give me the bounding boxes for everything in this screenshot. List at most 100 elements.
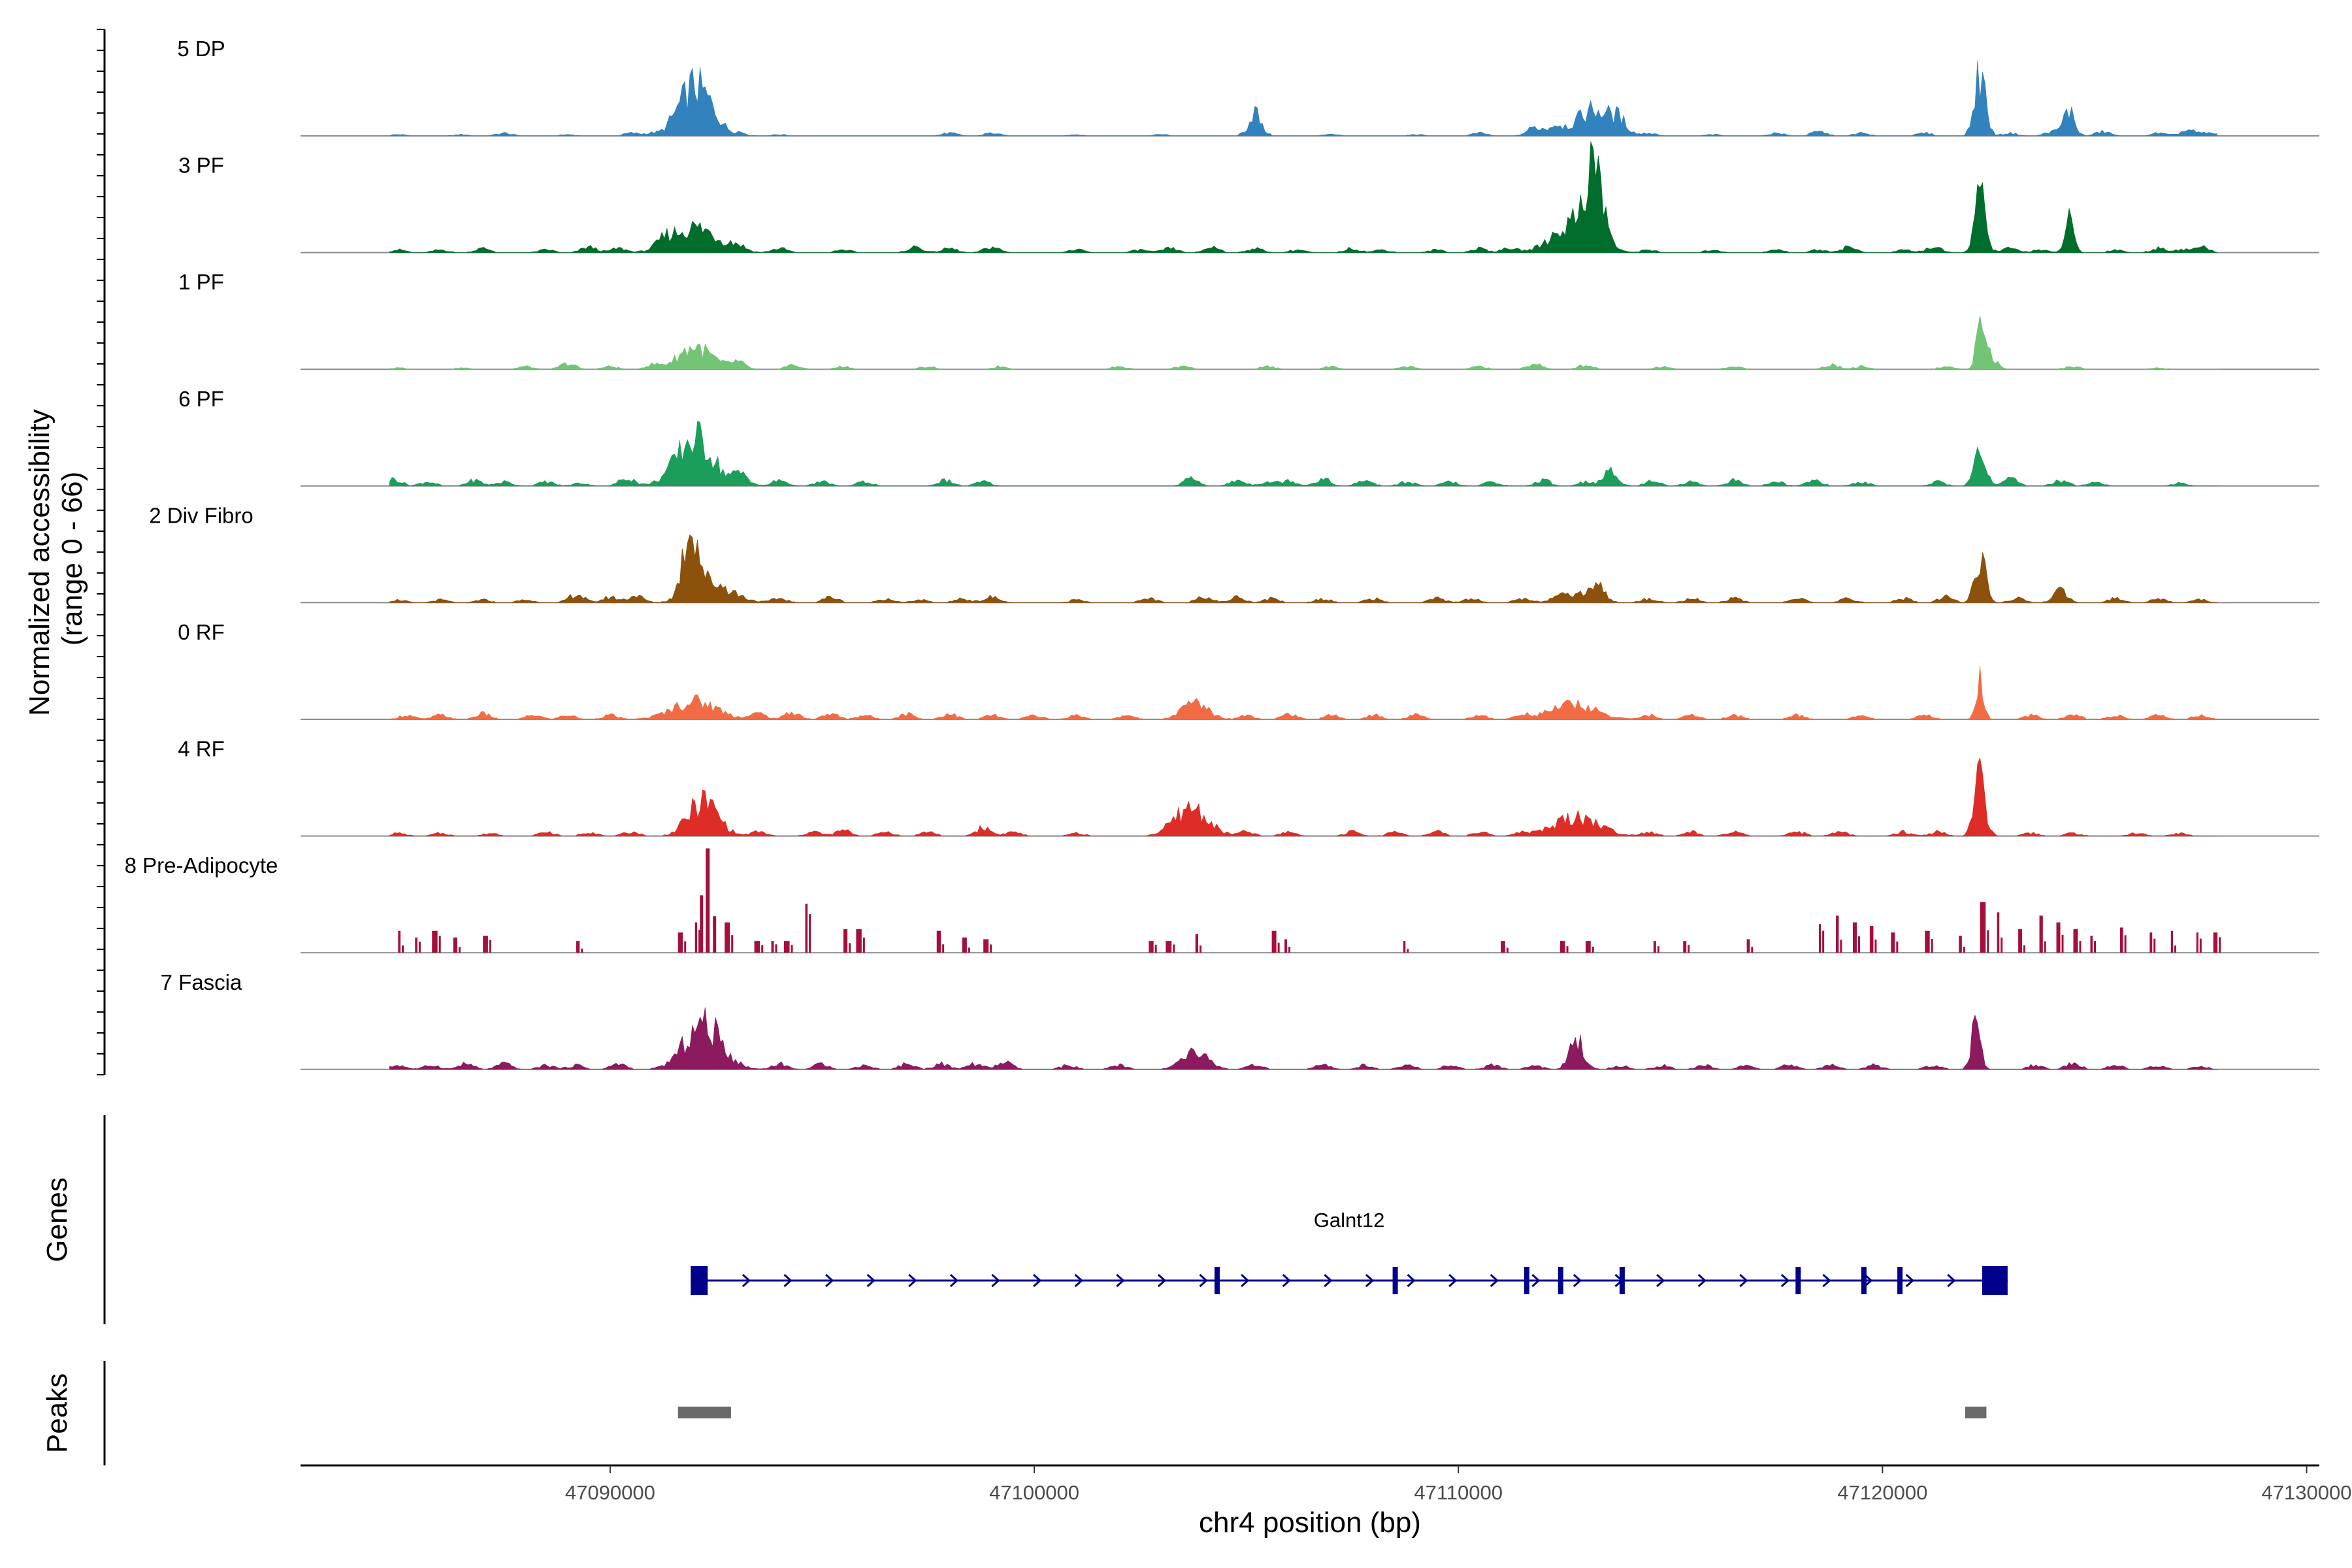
gene-exon <box>1897 1267 1903 1294</box>
track-label: 3 PF <box>178 154 224 178</box>
peak-region <box>1965 1407 1987 1418</box>
coverage-bar <box>2153 938 2156 953</box>
x-tick-label: 47130000 <box>2262 1481 2352 1504</box>
coverage-area <box>389 60 2218 137</box>
coverage-bar <box>1154 944 1157 953</box>
coverage-bar <box>2149 932 2153 953</box>
coverage-bar <box>2056 922 2061 953</box>
coverage-bar <box>438 936 441 953</box>
x-tick-label: 47120000 <box>1837 1481 1927 1504</box>
coverage-bar <box>2061 934 2064 953</box>
coverage-bar <box>1173 944 1175 953</box>
coverage-bar <box>483 936 488 953</box>
track-6-pf: 6 PF <box>178 387 2319 487</box>
coverage-bar <box>1980 902 1986 953</box>
y-axis-title-line1: Normalized accessibility <box>24 409 56 715</box>
coverage-bar <box>2039 915 2043 953</box>
coverage-bar <box>1818 924 1821 953</box>
gene-galnt12: Galnt12 <box>691 1209 2008 1295</box>
coverage-bar <box>2023 945 2025 953</box>
genes-track-label: Genes <box>41 1177 73 1262</box>
coverage-bar <box>1959 936 1962 953</box>
coverage-bar <box>1746 939 1750 953</box>
coverage-bar <box>775 944 777 953</box>
gene-strand-arrow <box>1490 1273 1499 1288</box>
coverage-bar <box>418 941 421 953</box>
coverage-bar <box>2199 938 2202 953</box>
gene-strand-arrow <box>1656 1273 1665 1288</box>
coverage-bar <box>1852 922 1857 953</box>
track-label: 1 PF <box>178 270 224 294</box>
coverage-bar <box>678 932 683 953</box>
coverage-bar <box>432 930 438 953</box>
coverage-bar <box>489 939 491 953</box>
coverage-bar <box>2094 941 2097 953</box>
coverage-bar <box>791 945 793 953</box>
coverage-area <box>389 534 2218 603</box>
track-8-pre-adipocyte: 8 Pre-Adipocyte <box>125 848 2319 954</box>
coverage-bar <box>1200 945 1202 953</box>
coverage-bar <box>581 948 583 953</box>
gene-strand-arrow <box>991 1273 1000 1288</box>
coverage-bar <box>2219 937 2221 953</box>
gene-strand-arrow <box>1448 1273 1458 1288</box>
gene-exon <box>1558 1267 1563 1294</box>
coverage-bar <box>1149 941 1154 953</box>
gene-strand-arrow <box>1864 1273 1873 1288</box>
x-tick-label: 47090000 <box>565 1481 655 1504</box>
coverage-area <box>389 757 2218 836</box>
coverage-bar <box>398 930 401 953</box>
track-2-div-fibro: 2 Div Fibro <box>149 503 2319 604</box>
track-1-pf: 1 PF <box>178 270 2319 370</box>
y-axis-title: Normalized accessibility (range 0 - 66) <box>24 401 88 716</box>
coverage-bar <box>1840 939 1842 953</box>
coverage-bar <box>1277 942 1280 953</box>
gene-exon <box>1982 1266 2008 1295</box>
x-tick-label: 47100000 <box>989 1481 1079 1504</box>
gene-strand-arrow <box>1033 1273 1042 1288</box>
gene-strand-arrow <box>783 1273 792 1288</box>
gene-exon <box>691 1266 708 1295</box>
coverage-bar <box>1284 939 1288 953</box>
track-7-fascia: 7 Fascia <box>161 970 2319 1070</box>
track-label: 0 RF <box>178 620 225 644</box>
coverage-bar <box>2196 932 2198 953</box>
gene-strand-arrow <box>1947 1273 1956 1288</box>
coverage-bar <box>1560 941 1565 953</box>
gene-exon <box>1214 1267 1220 1294</box>
gene-strand-arrow <box>1365 1273 1375 1288</box>
coverage-bar <box>1997 912 2000 953</box>
track-label: 7 Fascia <box>161 970 242 994</box>
coverage-bar <box>2079 941 2082 953</box>
coverage-bar <box>1501 941 1505 953</box>
track-label: 8 Pre-Adipocyte <box>125 853 278 877</box>
coverage-bar <box>1931 938 1933 953</box>
x-axis-title: chr4 position (bp) <box>1199 1507 1421 1539</box>
coverage-bar <box>2073 929 2078 953</box>
gene-strand-arrow <box>1739 1273 1748 1288</box>
track-label: 2 Div Fibro <box>149 503 253 527</box>
coverage-bar <box>1688 945 1690 953</box>
coverage-bar <box>694 922 698 953</box>
coverage-bar <box>761 945 764 953</box>
coverage-bar <box>983 939 989 953</box>
coverage-bar <box>2170 930 2173 953</box>
gene-strand-arrow <box>742 1273 751 1288</box>
coverage-tracks: 5 DP 3 PF 1 PF 6 PF 2 Div Fibro 0 RF 4 RF 8 Pre… <box>125 37 2319 1070</box>
coverage-bar <box>962 938 967 953</box>
x-axis: 47090000 47100000 47110000 47120000 47130000 <box>301 1464 2352 1504</box>
coverage-bar <box>1896 941 1899 953</box>
coverage-bar <box>1506 947 1509 953</box>
track-label: 5 DP <box>177 37 225 61</box>
coverage-bar <box>2001 938 2003 953</box>
coverage-bar <box>1822 930 1825 953</box>
gene-strand-arrow <box>1199 1273 1208 1288</box>
coverage-bar <box>809 914 811 953</box>
gene-strand-arrow <box>1282 1273 1291 1288</box>
track-4-rf: 4 RF <box>178 737 2319 837</box>
coverage-bar <box>698 930 701 953</box>
coverage-bar <box>1751 947 1754 953</box>
gene-exon <box>1795 1267 1801 1294</box>
coverage-bar <box>1963 947 1965 953</box>
